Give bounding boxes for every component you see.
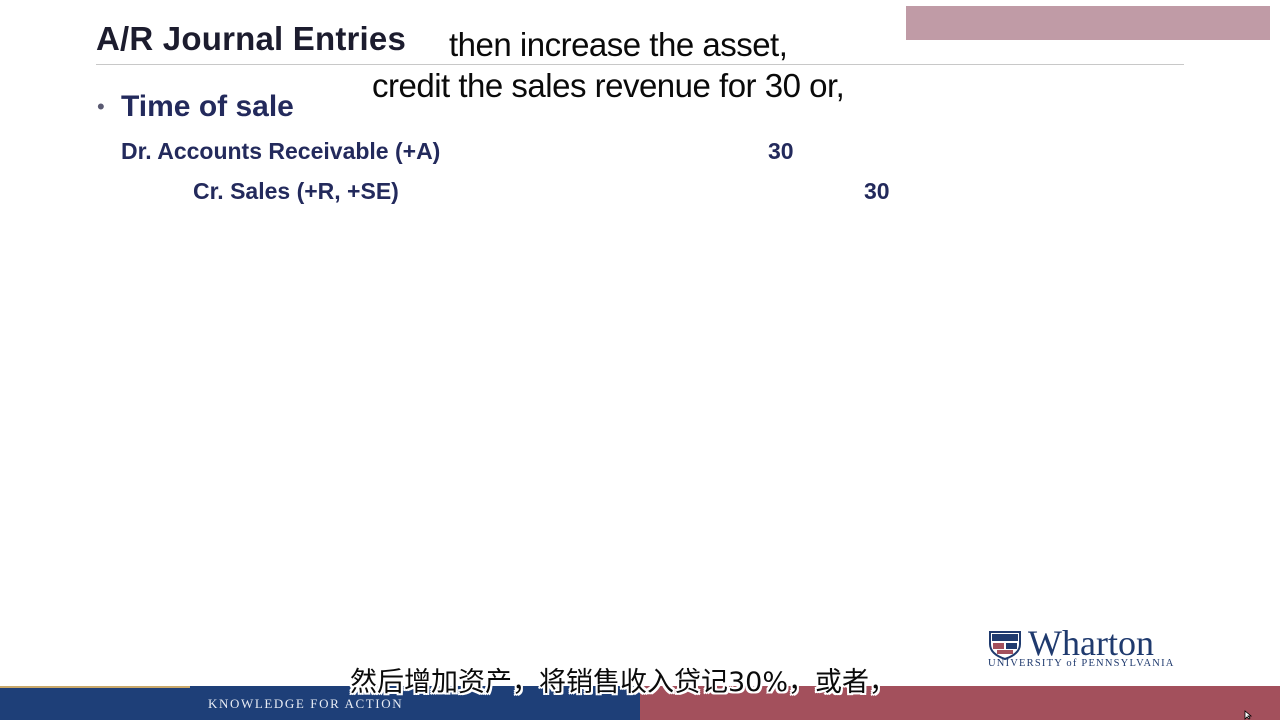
title-divider [96,64,1184,65]
footer-tagline: KNOWLEDGE FOR ACTION [208,696,404,711]
wharton-logo: Wharton UNIVERSITY of PENNSYLVANIA [988,623,1188,672]
footer-bar-blue [0,686,640,720]
bullet-dot-icon: • [97,94,105,119]
wharton-subtitle: UNIVERSITY of PENNSYLVANIA [988,658,1175,669]
debit-entry-label: Dr. Accounts Receivable (+A) [121,138,441,164]
wharton-shield-icon [989,631,1021,660]
slide-title: A/R Journal Entries [96,20,407,57]
credit-entry-amount: 30 [864,178,890,204]
subtitle-english-line-1: then increase the asset, [449,26,788,63]
wharton-wordmark: Wharton [1028,623,1154,663]
subtitle-english-line-2: credit the sales revenue for 30 or, [372,67,845,104]
bullet-heading: Time of sale [121,90,294,123]
footer-accent-line [0,686,190,688]
footer-bar-red [640,686,1280,720]
mouse-cursor-icon [1244,710,1253,720]
debit-entry-amount: 30 [768,138,794,164]
credit-entry-label: Cr. Sales (+R, +SE) [193,178,399,204]
watermark-banner [906,6,1270,40]
subtitle-chinese: 然后增加资产，将销售收入贷记30%，或者， [350,667,897,698]
